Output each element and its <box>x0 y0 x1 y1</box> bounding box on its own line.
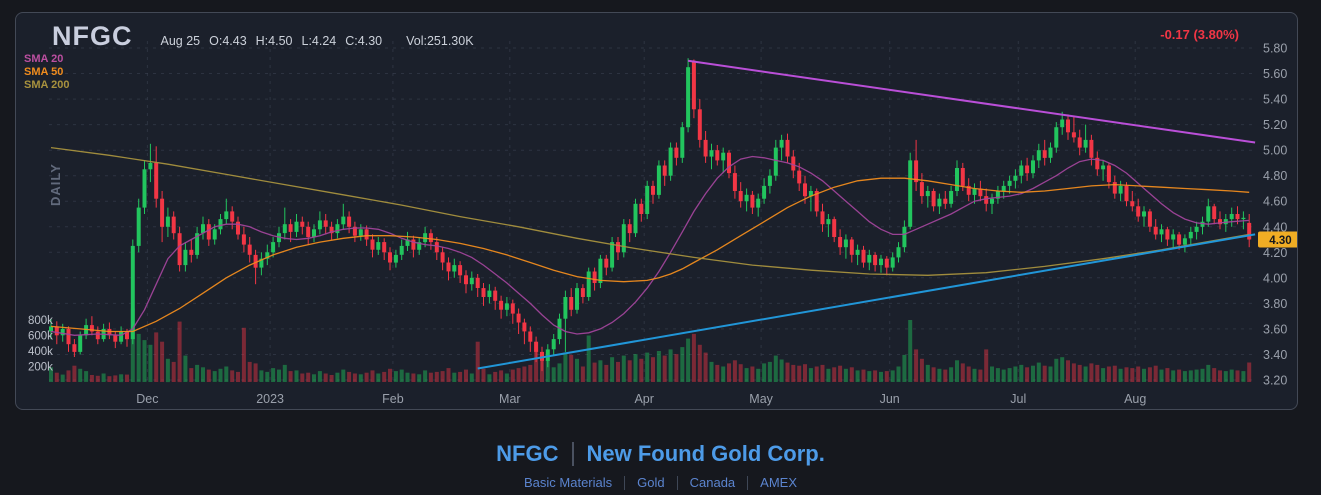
svg-text:3.20: 3.20 <box>1263 374 1287 388</box>
tag-industry[interactable]: Gold <box>637 475 665 490</box>
svg-text:4.20: 4.20 <box>1263 246 1287 260</box>
svg-text:600k: 600k <box>28 331 53 343</box>
footer: NFGC New Found Gold Corp. Basic Material… <box>0 441 1321 490</box>
chart-header: NFGC Aug 25 O:4.43 H:4.50 L:4.24 C:4.30 … <box>52 21 474 52</box>
high-value: H:4.50 <box>255 34 293 48</box>
tag-divider <box>747 475 749 490</box>
price-change-label: -0.17 (3.80%) <box>1160 27 1239 42</box>
tag-divider <box>676 475 678 490</box>
footer-company-name: New Found Gold Corp. <box>586 441 825 466</box>
svg-text:5.60: 5.60 <box>1263 67 1287 81</box>
tag-exchange[interactable]: AMEX <box>760 475 797 490</box>
svg-text:5.40: 5.40 <box>1263 93 1287 107</box>
legend-sma-50[interactable]: SMA 50 <box>24 66 64 78</box>
svg-text:5.80: 5.80 <box>1263 42 1287 56</box>
legend-sma-200[interactable]: SMA 200 <box>24 79 70 91</box>
close-value: C:4.30 <box>345 34 383 48</box>
svg-text:4.80: 4.80 <box>1263 169 1287 183</box>
svg-text:4.00: 4.00 <box>1263 271 1287 285</box>
svg-text:Feb: Feb <box>382 392 404 406</box>
legend-sma-20[interactable]: SMA 20 <box>24 53 64 65</box>
svg-text:Jul: Jul <box>1010 392 1026 406</box>
tag-sector[interactable]: Basic Materials <box>524 475 613 490</box>
svg-text:3.60: 3.60 <box>1263 322 1287 336</box>
svg-text:400k: 400k <box>28 346 53 358</box>
timeframe-label: DAILY <box>48 163 63 206</box>
tag-country[interactable]: Canada <box>689 475 736 490</box>
chart-panel: 3.20 3.40 3.60 3.80 4.00 4.20 4.40 4.60 4.80 5.00… <box>15 12 1303 410</box>
svg-text:5.20: 5.20 <box>1263 118 1287 132</box>
svg-text:4.30: 4.30 <box>1269 235 1291 247</box>
open-value: O:4.43 <box>209 34 247 48</box>
footer-symbol: NFGC <box>496 441 559 466</box>
svg-text:200k: 200k <box>28 362 53 374</box>
svg-text:Jun: Jun <box>880 392 900 406</box>
svg-text:800k: 800k <box>28 315 53 327</box>
svg-text:May: May <box>749 392 773 406</box>
svg-text:Dec: Dec <box>136 392 158 406</box>
price-chart-canvas[interactable]: 3.20 3.40 3.60 3.80 4.00 4.20 4.40 4.60 4.80 5.00… <box>16 13 1303 409</box>
footer-tags: Basic Materials Gold Canada AMEX <box>0 475 1321 490</box>
svg-text:Mar: Mar <box>499 392 521 406</box>
svg-text:4.60: 4.60 <box>1263 195 1287 209</box>
footer-title: NFGC New Found Gold Corp. <box>0 441 1321 467</box>
tag-divider <box>624 475 626 490</box>
date-label: Aug 25 <box>160 34 201 48</box>
footer-divider <box>571 442 574 466</box>
volume-value: Vol:251.30K <box>406 34 474 48</box>
svg-text:3.40: 3.40 <box>1263 348 1287 362</box>
svg-text:Aug: Aug <box>1124 392 1146 406</box>
svg-text:4.40: 4.40 <box>1263 220 1287 234</box>
svg-text:Apr: Apr <box>634 392 653 406</box>
svg-text:3.80: 3.80 <box>1263 297 1287 311</box>
svg-text:5.00: 5.00 <box>1263 144 1287 158</box>
symbol-title: NFGC <box>52 21 133 51</box>
indicator-legend: SMA 20 SMA 50 SMA 200 <box>24 53 69 92</box>
svg-text:2023: 2023 <box>256 392 284 406</box>
low-value: L:4.24 <box>301 34 337 48</box>
